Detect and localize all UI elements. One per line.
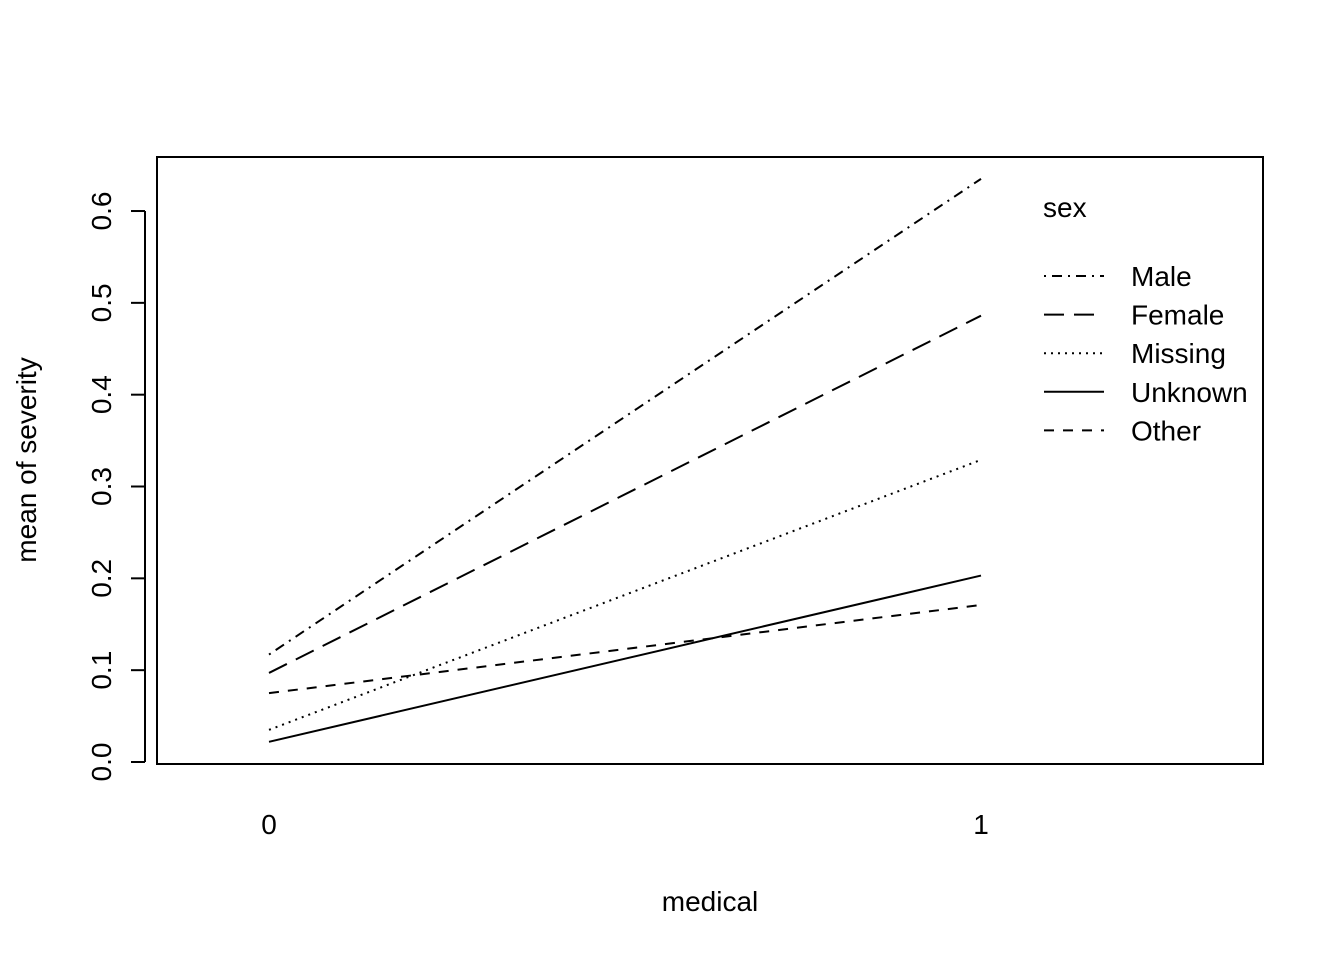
y-tick-label: 0.3	[86, 467, 117, 506]
x-tick-label: 0	[261, 809, 277, 840]
series-lines	[268, 178, 982, 743]
legend-label-other: Other	[1131, 415, 1201, 446]
plot-frame	[156, 156, 1264, 765]
series-line-other	[268, 603, 982, 695]
x-axis-label: medical	[662, 886, 758, 917]
legend-label-missing: Missing	[1131, 338, 1226, 369]
series-line-unknown	[268, 574, 982, 743]
legend-label-male: Male	[1131, 261, 1192, 292]
x-tick-label: 1	[973, 809, 989, 840]
series-line-missing	[268, 458, 982, 731]
y-tick-label: 0.2	[86, 559, 117, 598]
legend-title: sex	[1043, 192, 1087, 223]
y-tick-label: 0.1	[86, 651, 117, 690]
legend-label-unknown: Unknown	[1131, 377, 1248, 408]
series-line-female	[268, 314, 982, 674]
legend: Male Female Missing Unknown Other	[1044, 261, 1248, 446]
y-tick-label: 0.5	[86, 283, 117, 322]
y-tick-label: 0.0	[86, 743, 117, 782]
y-tick-label: 0.4	[86, 375, 117, 414]
y-axis: 0.0 0.1 0.2 0.3 0.4 0.5 0.6	[86, 192, 146, 782]
series-line-male	[268, 178, 982, 656]
y-axis-label: mean of severity	[11, 357, 42, 562]
legend-label-female: Female	[1131, 300, 1224, 331]
y-tick-label: 0.6	[86, 192, 117, 231]
